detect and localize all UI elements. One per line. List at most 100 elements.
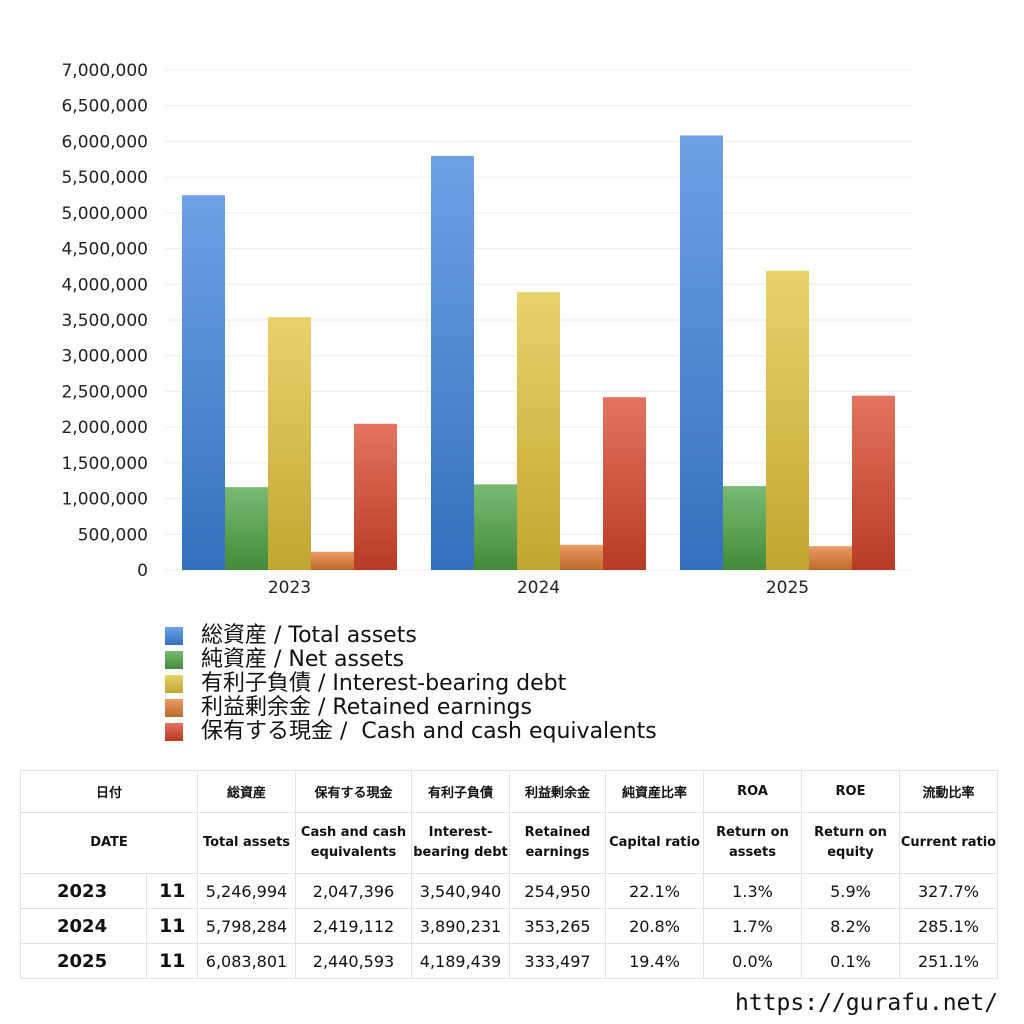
legend-item: 利益剰余金 / Retained earnings: [165, 696, 657, 720]
table-row: 2023 11 5,246,994 2,047,396 3,540,940 254,950…: [20, 873, 998, 909]
month-cell: 11: [146, 873, 198, 909]
value-cell: 327.7%: [899, 873, 998, 909]
y-tick-label: 5,000,000: [61, 204, 148, 224]
y-tick-label: 2,500,000: [61, 382, 148, 402]
value-cell: 3,540,940: [411, 873, 510, 909]
table-header-cell: ROA: [703, 770, 802, 813]
bar: [560, 544, 603, 570]
legend-label: 利益剰余金 / Retained earnings: [201, 695, 532, 720]
bar: [680, 135, 723, 570]
legend-label: 総資産 / Total assets: [201, 623, 417, 648]
y-tick-label: 500,000: [78, 525, 148, 545]
x-tick-label: 2024: [517, 578, 560, 598]
table-header-cell: 純資産比率: [605, 770, 704, 813]
year-cell: 2024: [20, 908, 147, 944]
value-cell: 2,047,396: [295, 873, 412, 909]
value-cell: 22.1%: [605, 873, 704, 909]
value-cell: 8.2%: [801, 908, 900, 944]
y-tick-label: 1,000,000: [61, 490, 148, 510]
month-cell: 11: [146, 943, 198, 979]
month-cell: 11: [146, 908, 198, 944]
bar: [311, 551, 354, 570]
table-header-cell: 利益剰余金: [509, 770, 606, 813]
y-tick-label: 3,500,000: [61, 311, 148, 331]
bar: [225, 487, 268, 570]
table-header-cell: 日付: [20, 770, 198, 813]
table-header-jp: 日付 総資産 保有する現金 有利子負債 利益剰余金 純資産比率 ROA ROE 流動比率: [20, 770, 998, 813]
y-tick-label: 6,500,000: [61, 97, 148, 117]
bar: [354, 423, 397, 570]
value-cell: 353,265: [509, 908, 606, 944]
table-header-cell: Return on assets: [703, 812, 802, 874]
value-cell: 1.7%: [703, 908, 802, 944]
table-header-cell: Interest-bearing debt: [411, 812, 510, 874]
y-tick-label: 3,000,000: [61, 347, 148, 367]
bar: [517, 292, 560, 570]
site-url[interactable]: https://gurafu.net/: [735, 990, 999, 1016]
x-tick-label: 2025: [766, 578, 809, 598]
value-cell: 19.4%: [605, 943, 704, 979]
value-cell: 4,189,439: [411, 943, 510, 979]
table-header-cell: Return on equity: [801, 812, 900, 874]
table-header-cell: Current ratio: [899, 812, 998, 874]
legend-item: 有利子負債 / Interest-bearing debt: [165, 672, 657, 696]
year-cell: 2023: [20, 873, 147, 909]
value-cell: 0.1%: [801, 943, 900, 979]
value-cell: 285.1%: [899, 908, 998, 944]
legend-swatch: [165, 699, 183, 717]
value-cell: 333,497: [509, 943, 606, 979]
legend-label: 保有する現金 / Cash and cash equivalents: [201, 719, 657, 744]
bar: [474, 484, 517, 570]
value-cell: 254,950: [509, 873, 606, 909]
table-row: 2024 11 5,798,284 2,419,112 3,890,231 353,265…: [20, 908, 998, 944]
table-header-cell: 総資産: [197, 770, 296, 813]
y-axis-ticks: 7,000,000 6,500,000 6,000,000 5,500,000 5,00…: [61, 61, 148, 581]
value-cell: 1.3%: [703, 873, 802, 909]
bar: [603, 397, 646, 570]
bar: [852, 395, 895, 570]
bar: [809, 546, 852, 570]
value-cell: 3,890,231: [411, 908, 510, 944]
bar: [182, 195, 225, 570]
table-row: 2025 11 6,083,801 2,440,593 4,189,439 333,497…: [20, 943, 998, 979]
y-tick-label: 2,000,000: [61, 418, 148, 438]
x-tick-label: 2023: [268, 578, 311, 598]
y-tick-label: 4,000,000: [61, 275, 148, 295]
y-tick-label: 4,500,000: [61, 240, 148, 260]
legend-item: 純資産 / Net assets: [165, 648, 657, 672]
table-header-cell: Total assets: [197, 812, 296, 874]
legend: 総資産 / Total assets 純資産 / Net assets 有利子負債 …: [165, 624, 657, 744]
bar: [766, 270, 809, 570]
y-tick-label: 1,500,000: [61, 454, 148, 474]
bar: [431, 155, 474, 570]
x-axis-ticks: 2023 2024 2025: [268, 578, 809, 598]
y-tick-label: 6,000,000: [61, 132, 148, 152]
y-tick-label: 7,000,000: [61, 61, 148, 81]
legend-label: 有利子負債 / Interest-bearing debt: [201, 671, 567, 696]
value-cell: 0.0%: [703, 943, 802, 979]
bar: [723, 486, 766, 570]
bars: [182, 135, 895, 570]
legend-item: 保有する現金 / Cash and cash equivalents: [165, 720, 657, 744]
table-header-cell: Retained earnings: [509, 812, 606, 874]
table-header-en: DATE Total assets Cash and cash equivalent…: [20, 812, 998, 874]
legend-swatch: [165, 723, 183, 741]
value-cell: 5,798,284: [197, 908, 296, 944]
value-cell: 5.9%: [801, 873, 900, 909]
bar: [268, 317, 311, 570]
table-header-cell: ROE: [801, 770, 900, 813]
value-cell: 6,083,801: [197, 943, 296, 979]
financial-table: 日付 総資産 保有する現金 有利子負債 利益剰余金 純資産比率 ROA ROE 流動比率 DAT…: [20, 770, 998, 979]
table-header-cell: Capital ratio: [605, 812, 704, 874]
legend-item: 総資産 / Total assets: [165, 624, 657, 648]
year-cell: 2025: [20, 943, 147, 979]
value-cell: 5,246,994: [197, 873, 296, 909]
value-cell: 2,419,112: [295, 908, 412, 944]
y-tick-label: 5,500,000: [61, 168, 148, 188]
bar-chart: 7,000,000 6,500,000 6,000,000 5,500,000 5,00…: [61, 61, 912, 598]
legend-swatch: [165, 627, 183, 645]
table-header-cell: 保有する現金: [295, 770, 412, 813]
table-header-cell: Cash and cash equivalents: [295, 812, 412, 874]
table-header-cell: DATE: [20, 812, 198, 874]
value-cell: 20.8%: [605, 908, 704, 944]
